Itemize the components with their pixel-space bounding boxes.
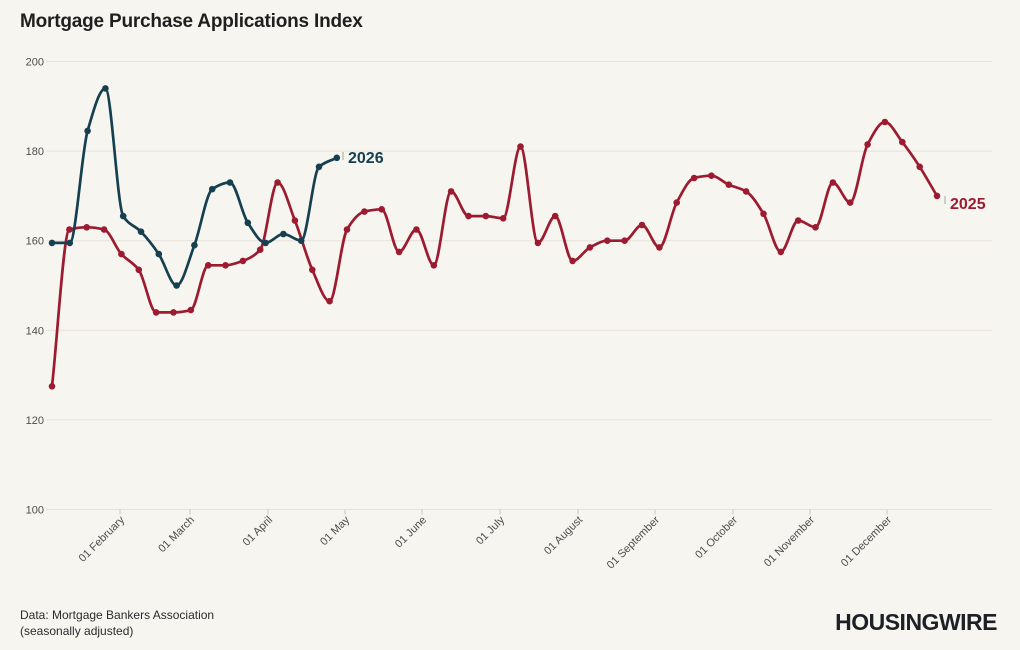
data-point-2025 xyxy=(794,217,802,224)
data-point-2025 xyxy=(742,188,750,195)
data-point-2025 xyxy=(48,383,56,390)
data-point-2025 xyxy=(413,226,420,233)
x-tick-label: 01 April xyxy=(241,514,275,548)
data-point-2025 xyxy=(933,192,941,200)
data-point-2025 xyxy=(170,309,177,316)
y-tick-label: 100 xyxy=(26,505,44,517)
data-point-2025 xyxy=(118,250,125,258)
x-tick-label: 01 February xyxy=(77,514,128,565)
y-tick-label: 160 xyxy=(26,236,44,248)
series-label-2025: 2025 xyxy=(950,196,986,213)
data-point-2025 xyxy=(274,179,281,186)
data-point-2026 xyxy=(280,230,287,238)
x-tick-label: 01 May xyxy=(318,514,352,548)
data-point-2026 xyxy=(155,250,163,258)
data-point-2025 xyxy=(760,210,767,218)
data-point-2025 xyxy=(673,199,680,206)
data-point-2025 xyxy=(517,143,524,150)
data-point-2025 xyxy=(569,257,576,265)
data-point-2025 xyxy=(846,199,854,206)
series-line-2026 xyxy=(50,87,339,287)
data-point-2025 xyxy=(343,226,351,233)
data-point-2025 xyxy=(309,266,316,274)
data-point-2025 xyxy=(725,181,733,188)
y-tick-label: 200 xyxy=(26,57,44,69)
y-tick-label: 140 xyxy=(26,325,44,337)
data-point-2026 xyxy=(84,127,91,135)
data-point-2026 xyxy=(226,179,234,186)
data-point-2025 xyxy=(152,309,160,316)
data-point-2025 xyxy=(829,179,837,186)
data-point-2025 xyxy=(690,174,698,182)
data-point-2025 xyxy=(204,262,212,269)
data-point-2026 xyxy=(173,282,180,289)
data-point-2025 xyxy=(239,257,247,265)
data-point-2026 xyxy=(262,239,269,247)
data-point-2025 xyxy=(812,224,819,231)
data-point-2025 xyxy=(222,262,229,269)
data-point-2025 xyxy=(899,138,906,146)
data-point-2025 xyxy=(66,226,73,233)
data-point-2026 xyxy=(119,212,127,220)
y-tick-label: 180 xyxy=(26,146,44,158)
data-point-2025 xyxy=(447,188,455,195)
data-point-2025 xyxy=(864,141,871,148)
data-point-2025 xyxy=(291,217,299,224)
data-point-2025 xyxy=(638,221,646,229)
source-line-1: Data: Mortgage Bankers Association xyxy=(20,608,215,622)
x-tick-label: 01 June xyxy=(393,514,429,550)
source-line-2: (seasonally adjusted) xyxy=(20,624,134,638)
data-point-2026 xyxy=(191,241,198,249)
data-point-2025 xyxy=(83,224,90,231)
data-point-2026 xyxy=(297,237,305,244)
housingwire-logo: HOUSINGWIRE xyxy=(835,609,997,635)
data-point-2026 xyxy=(244,219,252,227)
data-point-2025 xyxy=(395,248,403,256)
data-point-2025 xyxy=(378,206,386,213)
x-tick-label: 01 October xyxy=(693,514,740,561)
data-point-2025 xyxy=(187,306,195,314)
data-point-2025 xyxy=(256,246,264,253)
series-line-2025 xyxy=(50,120,939,388)
data-point-2025 xyxy=(534,239,542,247)
chart-title: Mortgage Purchase Applications Index xyxy=(20,11,363,32)
x-tick-label: 01 December xyxy=(839,514,894,569)
y-tick-label: 120 xyxy=(26,415,44,427)
data-point-2026 xyxy=(102,85,109,92)
data-point-2026 xyxy=(315,163,323,171)
data-point-2025 xyxy=(708,172,715,179)
data-point-2025 xyxy=(465,212,472,220)
data-point-2025 xyxy=(656,244,663,251)
data-point-2025 xyxy=(586,244,594,251)
data-point-2025 xyxy=(916,163,923,171)
data-point-2025 xyxy=(326,297,333,305)
x-tick-label: 01 July xyxy=(474,514,507,547)
data-point-2025 xyxy=(621,237,628,244)
x-tick-label: 01 September xyxy=(605,514,663,572)
data-point-2025 xyxy=(361,208,368,215)
data-point-2025 xyxy=(482,212,490,220)
data-point-2026 xyxy=(208,185,216,193)
x-tick-label: 01 November xyxy=(762,514,817,569)
data-point-2026 xyxy=(137,228,145,235)
series-label-2026: 2026 xyxy=(348,150,384,167)
data-point-2025 xyxy=(777,248,785,256)
data-point-2026 xyxy=(66,239,74,247)
data-point-2025 xyxy=(604,237,611,244)
x-tick-label: 01 March xyxy=(156,514,197,555)
x-tick-label: 01 August xyxy=(542,514,585,557)
data-point-2025 xyxy=(135,266,143,274)
data-point-2025 xyxy=(430,262,438,269)
data-point-2025 xyxy=(551,212,559,220)
data-point-2025 xyxy=(100,226,108,233)
data-point-2026 xyxy=(48,239,56,247)
source-note: Data: Mortgage Bankers Association (seas… xyxy=(20,607,214,639)
data-point-2026 xyxy=(333,154,341,162)
data-point-2025 xyxy=(881,118,889,126)
data-point-2025 xyxy=(499,215,507,222)
